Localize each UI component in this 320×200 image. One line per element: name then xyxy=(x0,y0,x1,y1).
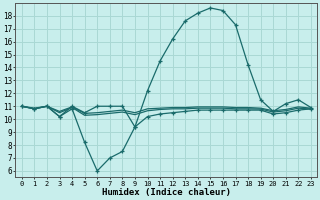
X-axis label: Humidex (Indice chaleur): Humidex (Indice chaleur) xyxy=(102,188,231,197)
